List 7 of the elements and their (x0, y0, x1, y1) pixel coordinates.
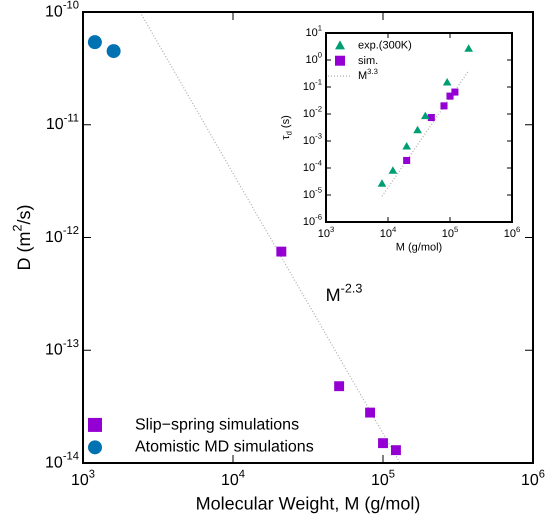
legend-label: sim. (358, 54, 378, 67)
legend-label: Slip−spring simulations (135, 416, 300, 434)
x-axis-title: M (g/mol) (396, 241, 442, 254)
x-axis-title: Molecular Weight, M (g/mol) (196, 493, 420, 514)
legend-label: exp.(300K) (358, 39, 412, 52)
legend-label: Atomistic MD simulations (135, 438, 314, 456)
y-axis-title: D (m2/s) (10, 204, 34, 270)
